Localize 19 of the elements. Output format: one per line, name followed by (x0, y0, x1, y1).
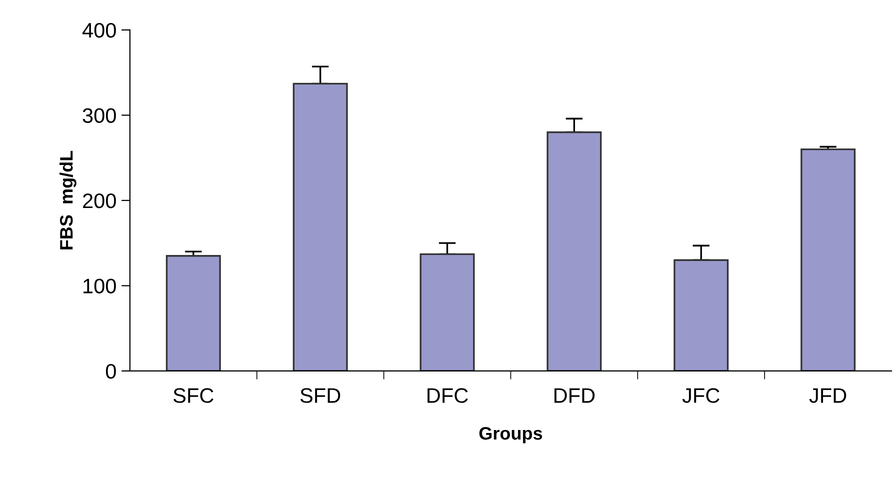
x-tick-label: SFD (300, 388, 340, 403)
bar (166, 255, 221, 371)
x-tick-label: SFC (174, 388, 214, 403)
x-tick-label: DFD (554, 388, 595, 403)
x-axis-title: Groups (479, 426, 542, 444)
y-tick-label: 0 (106, 364, 116, 379)
y-axis-title: FBS mg/dL (60, 150, 76, 250)
bar (674, 259, 729, 371)
y-tick-label: 400 (82, 22, 116, 38)
x-tick-label: DFC (428, 388, 468, 403)
bar (800, 148, 856, 371)
bar (292, 82, 348, 371)
y-tick-label: 100 (84, 278, 116, 294)
bar (546, 131, 602, 371)
y-tick-label: 200 (83, 193, 116, 208)
x-tick-label: JFC (682, 388, 720, 403)
y-tick-label: 300 (82, 108, 116, 123)
bar (420, 253, 475, 371)
x-tick-label: JFD (809, 388, 846, 403)
